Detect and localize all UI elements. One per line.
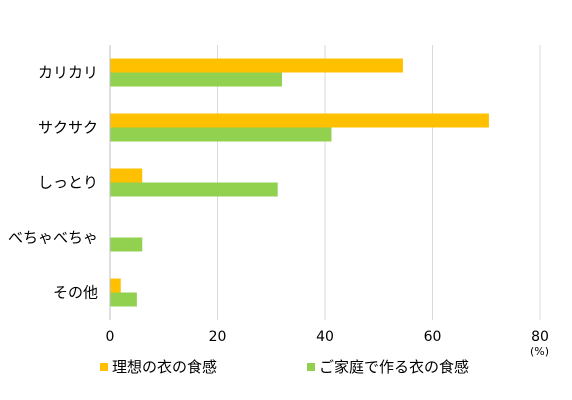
category-label: しっとり xyxy=(38,174,98,192)
x-tick-label: 20 xyxy=(209,329,227,345)
x-tick-label: 80 xyxy=(531,329,549,345)
bar-home-2 xyxy=(110,182,278,197)
legend-swatch xyxy=(307,363,315,371)
bars xyxy=(110,58,489,307)
x-tick-label: 60 xyxy=(424,329,442,345)
bar-ideal-4 xyxy=(110,278,121,293)
legend-swatch xyxy=(100,363,108,371)
legend-label: ご家庭で作る衣の食感 xyxy=(319,358,469,376)
unit-label: (%) xyxy=(530,345,549,358)
x-tick-label: 0 xyxy=(106,329,115,345)
bar-ideal-1 xyxy=(110,113,489,128)
bar-home-1 xyxy=(110,127,332,142)
bar-ideal-0 xyxy=(110,58,403,73)
bar-home-4 xyxy=(110,292,137,307)
category-label: べちゃべちゃ xyxy=(8,229,98,247)
bar-ideal-2 xyxy=(110,168,143,183)
bar-home-0 xyxy=(110,72,282,87)
category-label: サクサク xyxy=(38,119,98,137)
category-label: カリカリ xyxy=(38,64,98,82)
bar-home-3 xyxy=(110,237,143,252)
x-tick-labels: 0 20 40 60 80 xyxy=(106,329,549,345)
category-label: その他 xyxy=(53,284,98,302)
legend: 理想の衣の食感 ご家庭で作る衣の食感 xyxy=(100,358,469,376)
x-tick-label: 40 xyxy=(316,329,334,345)
legend-label: 理想の衣の食感 xyxy=(112,358,217,376)
